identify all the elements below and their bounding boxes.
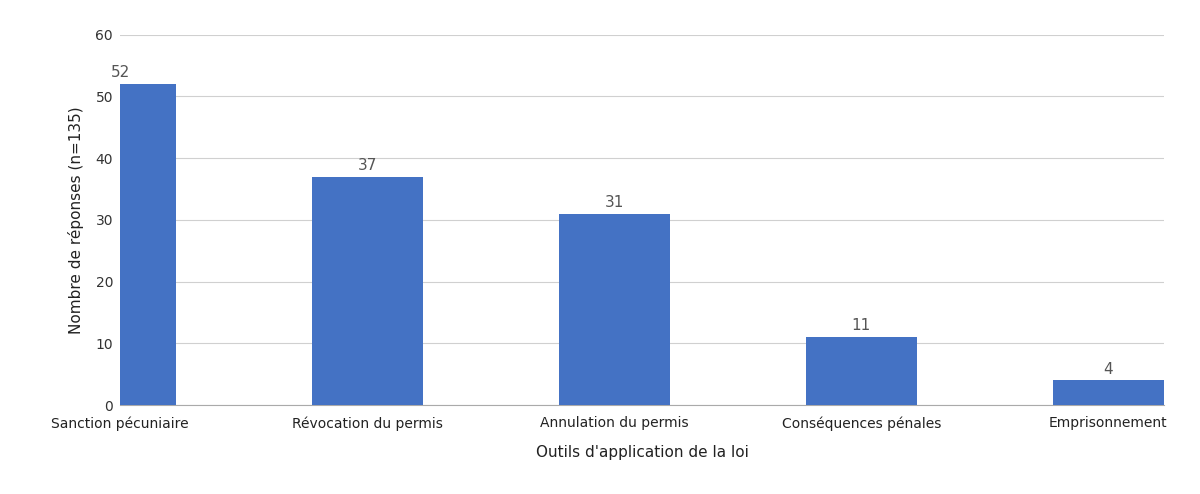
Bar <box>805 337 917 405</box>
Y-axis label: Nombre de réponses (n=135): Nombre de réponses (n=135) <box>68 106 84 333</box>
X-axis label: Outils d'application de la loi: Outils d'application de la loi <box>535 445 749 459</box>
Bar <box>1052 380 1164 405</box>
Bar <box>559 214 670 405</box>
Text: 37: 37 <box>358 158 377 173</box>
Bar <box>65 84 175 405</box>
Bar <box>312 177 422 405</box>
Text: 4: 4 <box>1104 362 1114 376</box>
Text: 11: 11 <box>852 319 871 333</box>
Text: 31: 31 <box>605 195 624 210</box>
Text: 52: 52 <box>110 65 130 80</box>
